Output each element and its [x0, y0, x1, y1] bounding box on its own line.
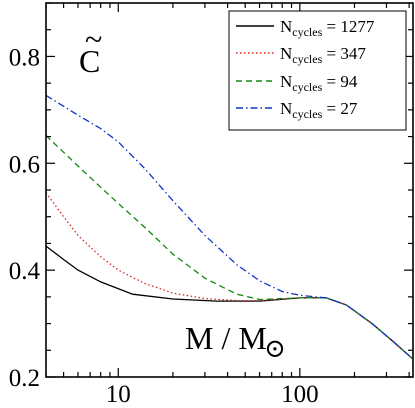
series-line-1	[45, 192, 413, 359]
series-line-3	[45, 94, 413, 359]
legend-label: Ncycles = 347	[280, 44, 366, 66]
y-axis-label: C	[79, 43, 100, 79]
legend-label: Ncycles = 1277	[280, 17, 375, 39]
y-tick-label: 0.4	[9, 258, 41, 285]
y-tick-label: 0.8	[9, 44, 40, 71]
legend: Ncycles = 1277 Ncycles = 347 Ncycles = 94 N…	[228, 10, 407, 131]
x-tick-label: 100	[281, 381, 319, 408]
x-axis-label-sun-symbol: ⊙	[264, 334, 286, 363]
y-tick-label: 0.2	[9, 365, 40, 392]
x-axis-label: M / M	[185, 320, 267, 356]
legend-label: Ncycles = 27	[280, 99, 358, 121]
y-axis-accent: ~	[85, 21, 102, 57]
x-tick-label: 10	[106, 381, 131, 408]
legend-label: Ncycles = 94	[280, 72, 358, 94]
y-tick-label: 0.6	[9, 151, 40, 178]
legend-box	[228, 10, 407, 131]
